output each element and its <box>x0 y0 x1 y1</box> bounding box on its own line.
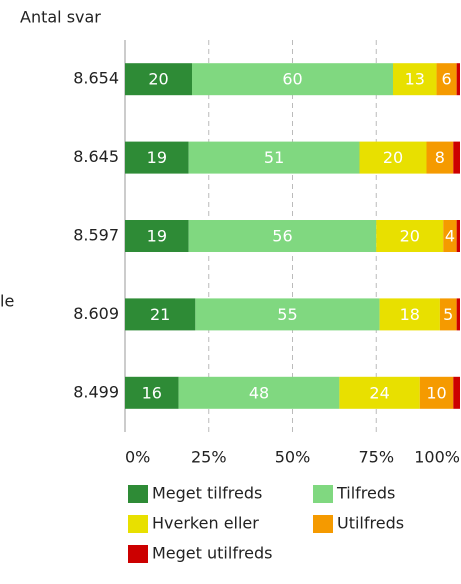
bar-segment <box>456 298 460 331</box>
bar-segment <box>178 376 340 409</box>
x-tick-label: 50% <box>275 448 311 467</box>
legend-label: Hverken eller <box>152 514 259 533</box>
bar-segment <box>453 376 460 409</box>
legend-swatch <box>128 515 148 533</box>
data-label: 20 <box>400 227 420 246</box>
bar-segment <box>125 376 179 409</box>
bar-segment <box>376 220 444 252</box>
data-label: 24 <box>369 383 389 402</box>
data-label: 8 <box>435 148 445 167</box>
x-tick-label: 75% <box>358 448 394 467</box>
bar-segment <box>456 220 460 252</box>
data-label: 5 <box>443 305 453 324</box>
legend-label: Meget tilfreds <box>152 484 262 503</box>
bar-segment <box>125 141 189 174</box>
data-label: 6 <box>442 70 452 89</box>
legend-label: Tilfreds <box>336 484 395 503</box>
bar-segment <box>426 141 454 174</box>
data-label: 18 <box>400 305 420 324</box>
data-label: 51 <box>264 148 284 167</box>
bar-segment <box>379 298 440 331</box>
data-label: 19 <box>147 227 167 246</box>
data-label: 20 <box>148 70 168 89</box>
y-tick-label: 8.597 <box>73 226 119 245</box>
bar-segment <box>393 63 437 96</box>
y-tick-label: 8.499 <box>73 382 119 401</box>
bar-segment <box>195 298 380 331</box>
data-label: 21 <box>150 305 170 324</box>
x-tick-label: 25% <box>191 448 227 467</box>
bar-segment <box>339 376 420 409</box>
bar-segment <box>439 298 457 331</box>
legend-swatch <box>313 515 333 533</box>
data-label: 55 <box>277 305 297 324</box>
legend-swatch <box>313 485 333 503</box>
bar-segment <box>188 220 377 252</box>
bar-segment <box>436 63 457 96</box>
y-tick-label: 8.654 <box>73 69 119 88</box>
bar-segment <box>419 376 454 409</box>
data-label: 10 <box>426 383 446 402</box>
data-label: 56 <box>272 227 292 246</box>
data-label: 20 <box>383 148 403 167</box>
axis-title: Antal svar <box>20 8 101 27</box>
bar-segment <box>188 141 360 174</box>
bar-segment <box>125 298 196 331</box>
bar-segment <box>443 220 457 252</box>
bar-segment <box>192 63 393 96</box>
cropped-label: le <box>0 292 14 311</box>
legend-swatch <box>128 485 148 503</box>
data-label: 48 <box>249 383 269 402</box>
y-tick-label: 8.645 <box>73 147 119 166</box>
legend-label: Utilfreds <box>337 514 404 533</box>
data-label: 13 <box>405 70 425 89</box>
bar-segment <box>125 63 192 96</box>
legend-label: Meget utilfreds <box>152 544 273 563</box>
legend-swatch <box>128 545 148 563</box>
bar-segment <box>359 141 427 174</box>
y-tick-label: 8.609 <box>73 304 119 323</box>
x-tick-label: 100% <box>414 448 460 467</box>
bar-segment <box>456 63 460 96</box>
bar-segment <box>453 141 460 174</box>
data-label: 4 <box>445 227 455 246</box>
data-label: 19 <box>147 148 167 167</box>
data-label: 60 <box>282 70 302 89</box>
data-label: 16 <box>142 383 162 402</box>
bar-segment <box>125 220 189 252</box>
x-tick-label: 0% <box>125 448 150 467</box>
